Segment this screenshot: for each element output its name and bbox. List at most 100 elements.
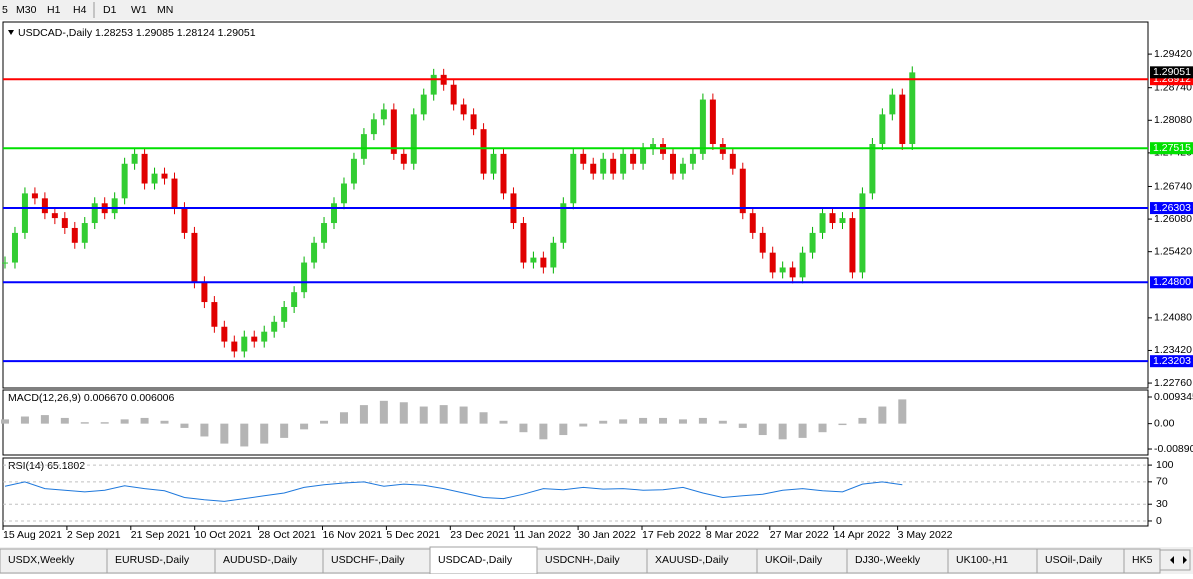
menu-arrow[interactable]	[8, 30, 14, 35]
timeframe-button[interactable]: MN	[157, 4, 173, 16]
candle	[151, 173, 158, 184]
tab[interactable]	[0, 548, 108, 574]
candle	[520, 223, 527, 263]
tab-label[interactable]: UK100-,H1	[956, 554, 1008, 566]
candle	[2, 262, 8, 264]
candle	[679, 163, 686, 174]
candle	[181, 208, 188, 233]
tab[interactable]	[646, 548, 758, 574]
y-tick-label: 1.24080	[1154, 312, 1192, 324]
candle	[211, 302, 218, 327]
tab[interactable]	[756, 548, 848, 574]
tab[interactable]	[1036, 548, 1125, 574]
macd-bar	[519, 423, 528, 433]
candle	[281, 306, 288, 322]
timeframe-button[interactable]: M30	[16, 4, 37, 16]
candle	[600, 158, 607, 174]
tab[interactable]	[1123, 548, 1161, 574]
tab-label[interactable]: UKOil-,Daily	[765, 554, 823, 566]
scroll-arrow[interactable]	[1170, 556, 1187, 564]
candle	[350, 158, 357, 184]
tab-label[interactable]: USOil-,Daily	[1045, 554, 1103, 566]
tab-label[interactable]: USDX,Weekly	[8, 554, 75, 566]
candle	[909, 72, 916, 144]
candle	[620, 153, 627, 174]
candle	[560, 203, 567, 243]
tab-label[interactable]: AUDUSD-,Daily	[223, 554, 298, 566]
tab-label[interactable]: USDCAD-,Daily	[438, 554, 513, 566]
candle	[251, 336, 258, 342]
candle	[530, 257, 537, 263]
macd-bar	[280, 423, 289, 438]
y-tick-label: 1.22760	[1154, 377, 1192, 389]
candle	[590, 163, 597, 174]
candle	[759, 232, 766, 253]
tab[interactable]	[846, 548, 949, 574]
candle	[241, 336, 248, 352]
timeframe-button[interactable]: H1	[47, 4, 61, 16]
candle	[470, 114, 477, 130]
candle	[430, 74, 437, 95]
macd-bar	[539, 423, 548, 440]
chart-title: USDCAD-,Daily	[18, 27, 93, 39]
candle	[540, 257, 547, 268]
tab[interactable]	[322, 548, 431, 574]
tab-scroll[interactable]	[1159, 549, 1191, 571]
candle	[709, 99, 716, 144]
candle	[729, 153, 736, 169]
tab-label[interactable]: USDCNH-,Daily	[545, 554, 620, 566]
candle	[819, 213, 826, 233]
y-tick-label: 1.26080	[1154, 213, 1192, 225]
tab-label[interactable]: HK5	[1132, 554, 1153, 566]
macd-bar	[459, 406, 468, 424]
tab-label[interactable]: XAUUSD-,Daily	[655, 554, 729, 566]
tab-label[interactable]: USDCHF-,Daily	[331, 554, 405, 566]
candle	[460, 104, 467, 115]
date-label: 14 Apr 2022	[834, 529, 891, 541]
candle	[321, 223, 328, 243]
level-label: 1.23203	[1153, 355, 1191, 367]
date-label: 23 Dec 2021	[450, 529, 510, 541]
candle	[231, 341, 238, 352]
macd-bar	[798, 423, 807, 438]
date-label: 17 Feb 2022	[642, 529, 701, 541]
candle	[799, 252, 806, 278]
candle	[739, 168, 746, 214]
candle	[11, 232, 18, 263]
candle	[689, 153, 696, 164]
macd-bar	[439, 405, 448, 424]
macd-bar	[838, 423, 847, 426]
tab-label[interactable]: DJ30-,Weekly	[855, 554, 921, 566]
timeframe-button[interactable]: H4	[73, 4, 87, 16]
candle	[340, 183, 347, 204]
candle	[859, 193, 866, 273]
level-label: 1.24800	[1153, 276, 1191, 288]
candle	[420, 94, 427, 115]
macd-bar	[698, 417, 707, 424]
macd-bar	[898, 399, 907, 424]
timeframe-button[interactable]: W1	[131, 4, 147, 16]
candle	[669, 153, 676, 174]
timeframe-button[interactable]: D1	[103, 4, 117, 16]
macd-bar	[20, 416, 29, 424]
tab-label[interactable]: EURUSD-,Daily	[115, 554, 190, 566]
candle	[839, 218, 846, 224]
macd-bar	[379, 400, 388, 424]
candle	[809, 232, 816, 253]
macd-bar	[818, 423, 827, 433]
candle	[640, 148, 647, 164]
candle	[331, 203, 338, 224]
rsi-label: RSI(14) 65.1802	[8, 460, 85, 472]
candle	[570, 153, 577, 204]
macd-bar	[160, 420, 169, 424]
tab[interactable]	[947, 548, 1038, 574]
macd-bar	[320, 420, 329, 424]
candle	[749, 213, 756, 233]
macd-bar	[80, 422, 89, 424]
macd-bar	[339, 412, 348, 424]
timeframe-button[interactable]: 5	[2, 4, 8, 16]
macd-bar	[499, 420, 508, 424]
candle	[869, 144, 876, 194]
